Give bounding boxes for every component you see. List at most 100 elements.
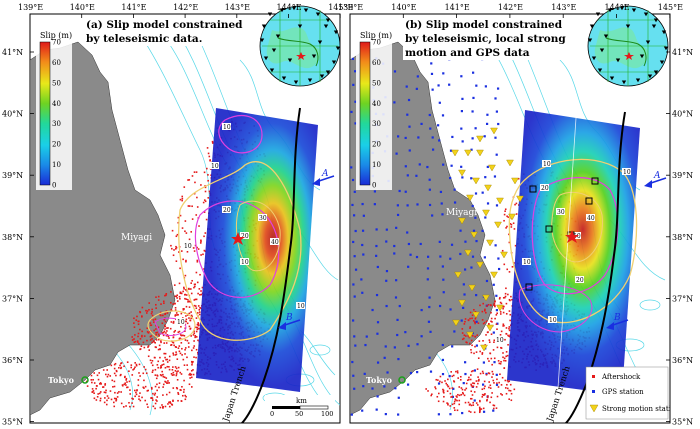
strong-motion-station	[451, 149, 459, 157]
aftershock-dot	[489, 401, 491, 404]
strong-motion-station	[458, 169, 466, 177]
aftershock-dot	[162, 314, 164, 317]
aftershock-dot	[455, 395, 458, 397]
strong-motion-stations	[451, 127, 524, 352]
aftershock-dot	[134, 395, 136, 398]
aftershock-dot	[191, 205, 193, 208]
strong-motion-station	[488, 164, 496, 172]
aftershock-dot	[179, 292, 182, 295]
aftershock-dot	[170, 372, 173, 375]
aftershock-dot	[98, 372, 101, 374]
gps-station-dot	[393, 346, 396, 349]
aftershock-dot	[187, 301, 189, 303]
aftershock-dot	[463, 334, 466, 336]
aftershock-dot	[468, 410, 470, 413]
aftershock-dot	[453, 380, 456, 383]
aftershock-dot	[134, 389, 136, 392]
aftershock-dot	[463, 394, 466, 397]
aftershock-dot	[195, 326, 197, 329]
aftershock-dot	[91, 391, 94, 393]
aftershock-dot	[464, 401, 467, 404]
aftershock-dot	[485, 373, 488, 376]
top-tick-label: 145°E	[658, 3, 683, 12]
gps-station-dot	[462, 283, 465, 286]
aftershock-dot	[482, 372, 485, 375]
aftershock-dot	[191, 175, 194, 177]
top-tick-label: 142°E	[498, 3, 523, 12]
gps-station-dot	[442, 163, 445, 166]
aftershock-dot	[158, 338, 160, 341]
gps-station-dot	[428, 178, 431, 181]
aftershock-dot	[464, 389, 466, 391]
aftershock-dot	[200, 254, 202, 256]
aftershock-dot	[470, 390, 473, 393]
aftershock-dot	[156, 375, 159, 377]
aftershock-dot	[175, 312, 178, 314]
gps-station-dot	[416, 203, 419, 206]
aftershock-dot	[496, 312, 498, 315]
aftershock-dot	[489, 352, 491, 355]
aftershock-dot	[115, 397, 117, 400]
aftershock-dot	[179, 267, 181, 270]
aftershock-dot	[504, 295, 507, 298]
right-tick-label: 38°N	[672, 233, 693, 242]
legend: Aftershock GPS station Strong motion sta…	[585, 366, 670, 420]
aftershock-dot	[453, 407, 456, 409]
gps-station-dot	[470, 266, 473, 269]
aftershock-dot	[116, 396, 119, 398]
aftershock-dot	[128, 370, 130, 373]
aftershock-dot	[204, 250, 207, 253]
aftershock-dot	[475, 351, 478, 353]
aftershock-dot	[488, 372, 491, 375]
aftershock-dot	[196, 323, 199, 326]
panel-a: 10 10 10 10 10 20 20 30 40 10 Japan Tren…	[2, 3, 353, 427]
gps-station-dot	[496, 87, 500, 90]
aftershock-dot	[166, 330, 168, 332]
strong-motion-station	[476, 135, 484, 143]
gps-station-dot	[415, 174, 418, 177]
aftershock-dot	[510, 226, 513, 228]
legend-aftershock: Aftershock	[601, 373, 641, 381]
japan-trench-line	[240, 107, 301, 423]
aftershock-dot	[447, 385, 449, 388]
aftershock-dot	[120, 367, 122, 370]
aftershock-dot	[146, 403, 148, 406]
panel-a-title-line-2: by teleseismic data.	[86, 33, 202, 45]
aftershock-dot	[179, 291, 182, 294]
aftershock-dot	[184, 353, 186, 355]
aftershock-dot	[129, 405, 131, 408]
aftershock-dot	[178, 345, 181, 347]
top-tick-label: 140°E	[70, 3, 95, 12]
aftershock-dot	[481, 396, 484, 398]
strong-motion-station	[494, 221, 502, 229]
aftershock-dot	[165, 393, 168, 396]
aftershock-dot	[515, 202, 518, 205]
colorbar-tick: 40	[372, 100, 381, 108]
gps-station-dot	[353, 190, 356, 193]
aftershock-dot	[492, 407, 495, 410]
aftershock-dot	[172, 387, 175, 389]
aftershock-dot	[508, 241, 511, 244]
gps-station-dot	[496, 322, 499, 325]
strong-motion-station	[484, 184, 492, 192]
aftershock-dot	[150, 362, 153, 364]
aftershock-dot	[470, 339, 473, 342]
aftershock-dot	[174, 314, 177, 316]
gps-station-dot	[439, 255, 442, 258]
gps-station-dot	[405, 85, 408, 88]
gps-station-dot	[442, 291, 445, 294]
aftershock-dot	[167, 380, 169, 382]
aftershock-dot	[490, 304, 492, 307]
aftershock-dot	[469, 327, 471, 329]
aftershock-dot	[178, 251, 180, 253]
gps-station-dot	[407, 265, 410, 268]
aftershock-dot	[186, 356, 188, 359]
strong-motion-station	[482, 209, 490, 217]
aftershock-dot	[156, 389, 158, 392]
aftershock-dot	[505, 227, 507, 229]
aftershock-dot	[199, 293, 201, 296]
gps-station-dot	[383, 356, 386, 359]
aftershock-dot	[200, 290, 202, 292]
aftershock-dot	[105, 403, 108, 406]
aftershock-dot	[159, 348, 161, 350]
